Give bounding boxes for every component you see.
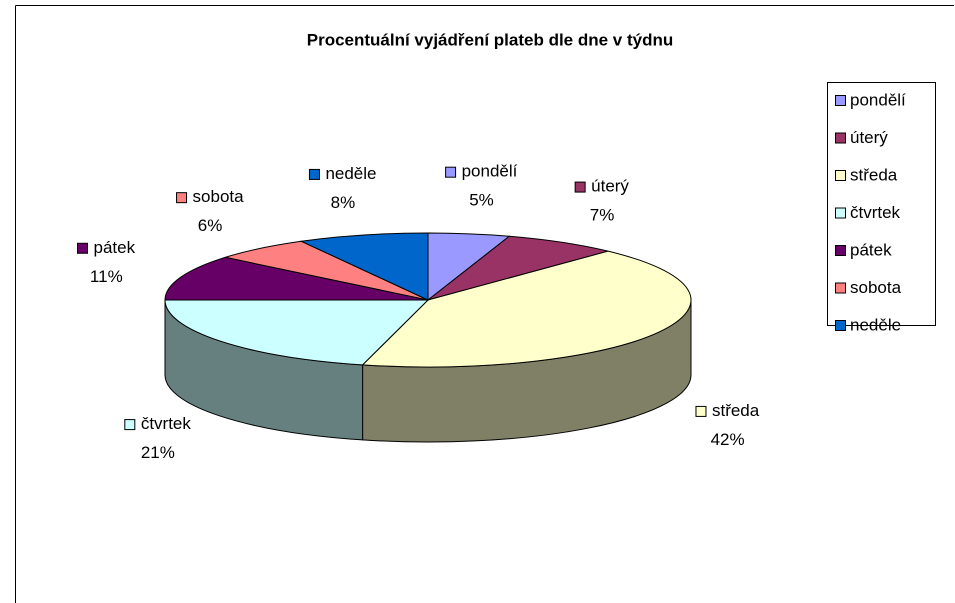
legend-key <box>835 170 846 181</box>
legend-key <box>835 95 846 106</box>
legend-box <box>827 82 936 326</box>
legend-label: úterý <box>850 128 888 147</box>
pie-slice <box>164 299 430 366</box>
legend-key <box>835 132 846 144</box>
data-label-name: pátek <box>94 238 136 257</box>
legend-key <box>835 282 846 294</box>
chart-title: Procentuální vyjádření plateb dle dne v … <box>307 30 674 49</box>
data-label-key <box>695 405 707 417</box>
data-label-name: úterý <box>591 177 629 196</box>
data-label-value: 21% <box>141 443 175 462</box>
legend-label: sobota <box>850 278 902 297</box>
data-label-name: neděle <box>325 164 376 183</box>
pie-slice <box>299 232 429 301</box>
data-label-name: pondělí <box>462 162 518 181</box>
legend-label: středa <box>850 165 898 184</box>
data-label-value: 5% <box>469 191 494 210</box>
data-label-key <box>308 168 320 180</box>
legend-label: pátek <box>850 240 892 259</box>
data-label-name: čtvrtek <box>141 414 192 433</box>
data-label-name: sobota <box>193 187 245 206</box>
legend-key <box>835 320 846 331</box>
legend-label: neděle <box>850 315 901 334</box>
data-label-value: 8% <box>331 193 356 212</box>
legend-key <box>835 207 846 219</box>
pie-slice <box>361 250 692 368</box>
data-label-key <box>124 419 136 431</box>
data-label-key <box>445 166 457 178</box>
pie-slice <box>164 256 429 301</box>
data-label-key <box>77 242 89 254</box>
legend-key <box>835 245 846 256</box>
data-label-key <box>176 192 188 204</box>
legend-label: čtvrtek <box>850 203 901 222</box>
data-label-value: 6% <box>198 216 223 235</box>
legend-label: pondělí <box>850 90 906 109</box>
data-label-value: 11% <box>90 267 123 286</box>
pie-slice <box>427 235 609 301</box>
data-label-name: středa <box>712 401 760 420</box>
data-label-value: 42% <box>711 430 745 449</box>
data-label-key <box>574 181 586 193</box>
data-label-value: 7% <box>590 206 615 225</box>
